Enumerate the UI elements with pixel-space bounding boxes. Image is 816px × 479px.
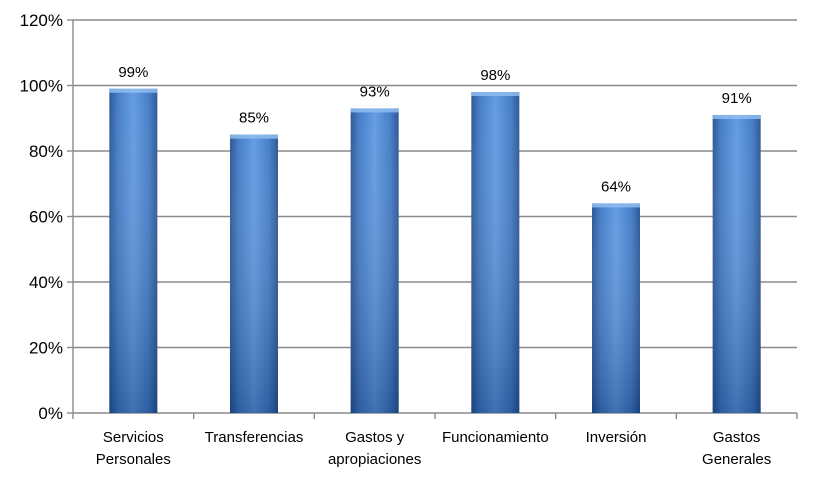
y-tick-label: 20% — [29, 339, 63, 358]
x-tick-label: Gastos y apropiaciones — [328, 429, 421, 468]
data-label: 64% — [601, 178, 631, 195]
data-label: 98% — [480, 67, 510, 84]
bar-top-highlight — [350, 108, 399, 113]
bar-shade — [109, 88, 158, 414]
y-tick-label: 120% — [20, 11, 63, 30]
x-tick-label-line: Transferencias — [205, 429, 304, 446]
bar-shade — [471, 92, 520, 414]
bar — [471, 92, 520, 414]
y-tick-label: 80% — [29, 142, 63, 161]
bar-top-highlight — [592, 203, 640, 208]
y-tick-label: 60% — [29, 208, 63, 227]
y-tick-label: 100% — [20, 77, 63, 96]
x-tick-label-line: Inversión — [586, 429, 647, 446]
y-tick-label: 0% — [38, 404, 63, 423]
bar — [109, 88, 158, 414]
bar-shade — [592, 203, 640, 413]
bar — [592, 203, 640, 413]
bar-top-highlight — [712, 114, 761, 119]
x-tick-label: Gastos Generales — [702, 429, 771, 468]
y-tick-label: 40% — [29, 273, 63, 292]
bar-shade — [712, 114, 761, 413]
bar-top-highlight — [109, 88, 158, 93]
bar-top-highlight — [471, 92, 520, 97]
x-tick-label: Inversión — [586, 429, 647, 446]
axes: 0% 20% 40% 60% 80% 100% 120% — [20, 11, 798, 423]
labels: 99% Servicios Personales 85% Transferencias 9… — [96, 64, 771, 468]
gridlines — [73, 19, 797, 349]
x-tick-label: Funcionamiento — [442, 429, 549, 446]
bar — [230, 134, 278, 413]
data-label: 99% — [118, 64, 148, 81]
bar-shade — [350, 108, 399, 414]
data-label: 93% — [360, 83, 390, 100]
x-tick-label-line: Personales — [96, 451, 171, 468]
x-tick-label-line: Gastos — [713, 429, 761, 446]
x-tick-label-line: apropiaciones — [328, 451, 421, 468]
bar-shade — [230, 134, 278, 413]
bars — [109, 88, 761, 414]
bar — [350, 108, 399, 414]
data-label: 91% — [722, 90, 752, 107]
x-tick-label-line: Funcionamiento — [442, 429, 549, 446]
bar — [712, 114, 761, 413]
x-tick-label-line: Gastos y — [345, 429, 405, 446]
data-label: 85% — [239, 110, 269, 127]
x-tick-label-line: Generales — [702, 451, 771, 468]
x-tick-label-line: Servicios — [103, 429, 164, 446]
x-tick-label: Servicios Personales — [96, 429, 171, 468]
bar-top-highlight — [230, 134, 278, 139]
x-tick-label: Transferencias — [205, 429, 304, 446]
